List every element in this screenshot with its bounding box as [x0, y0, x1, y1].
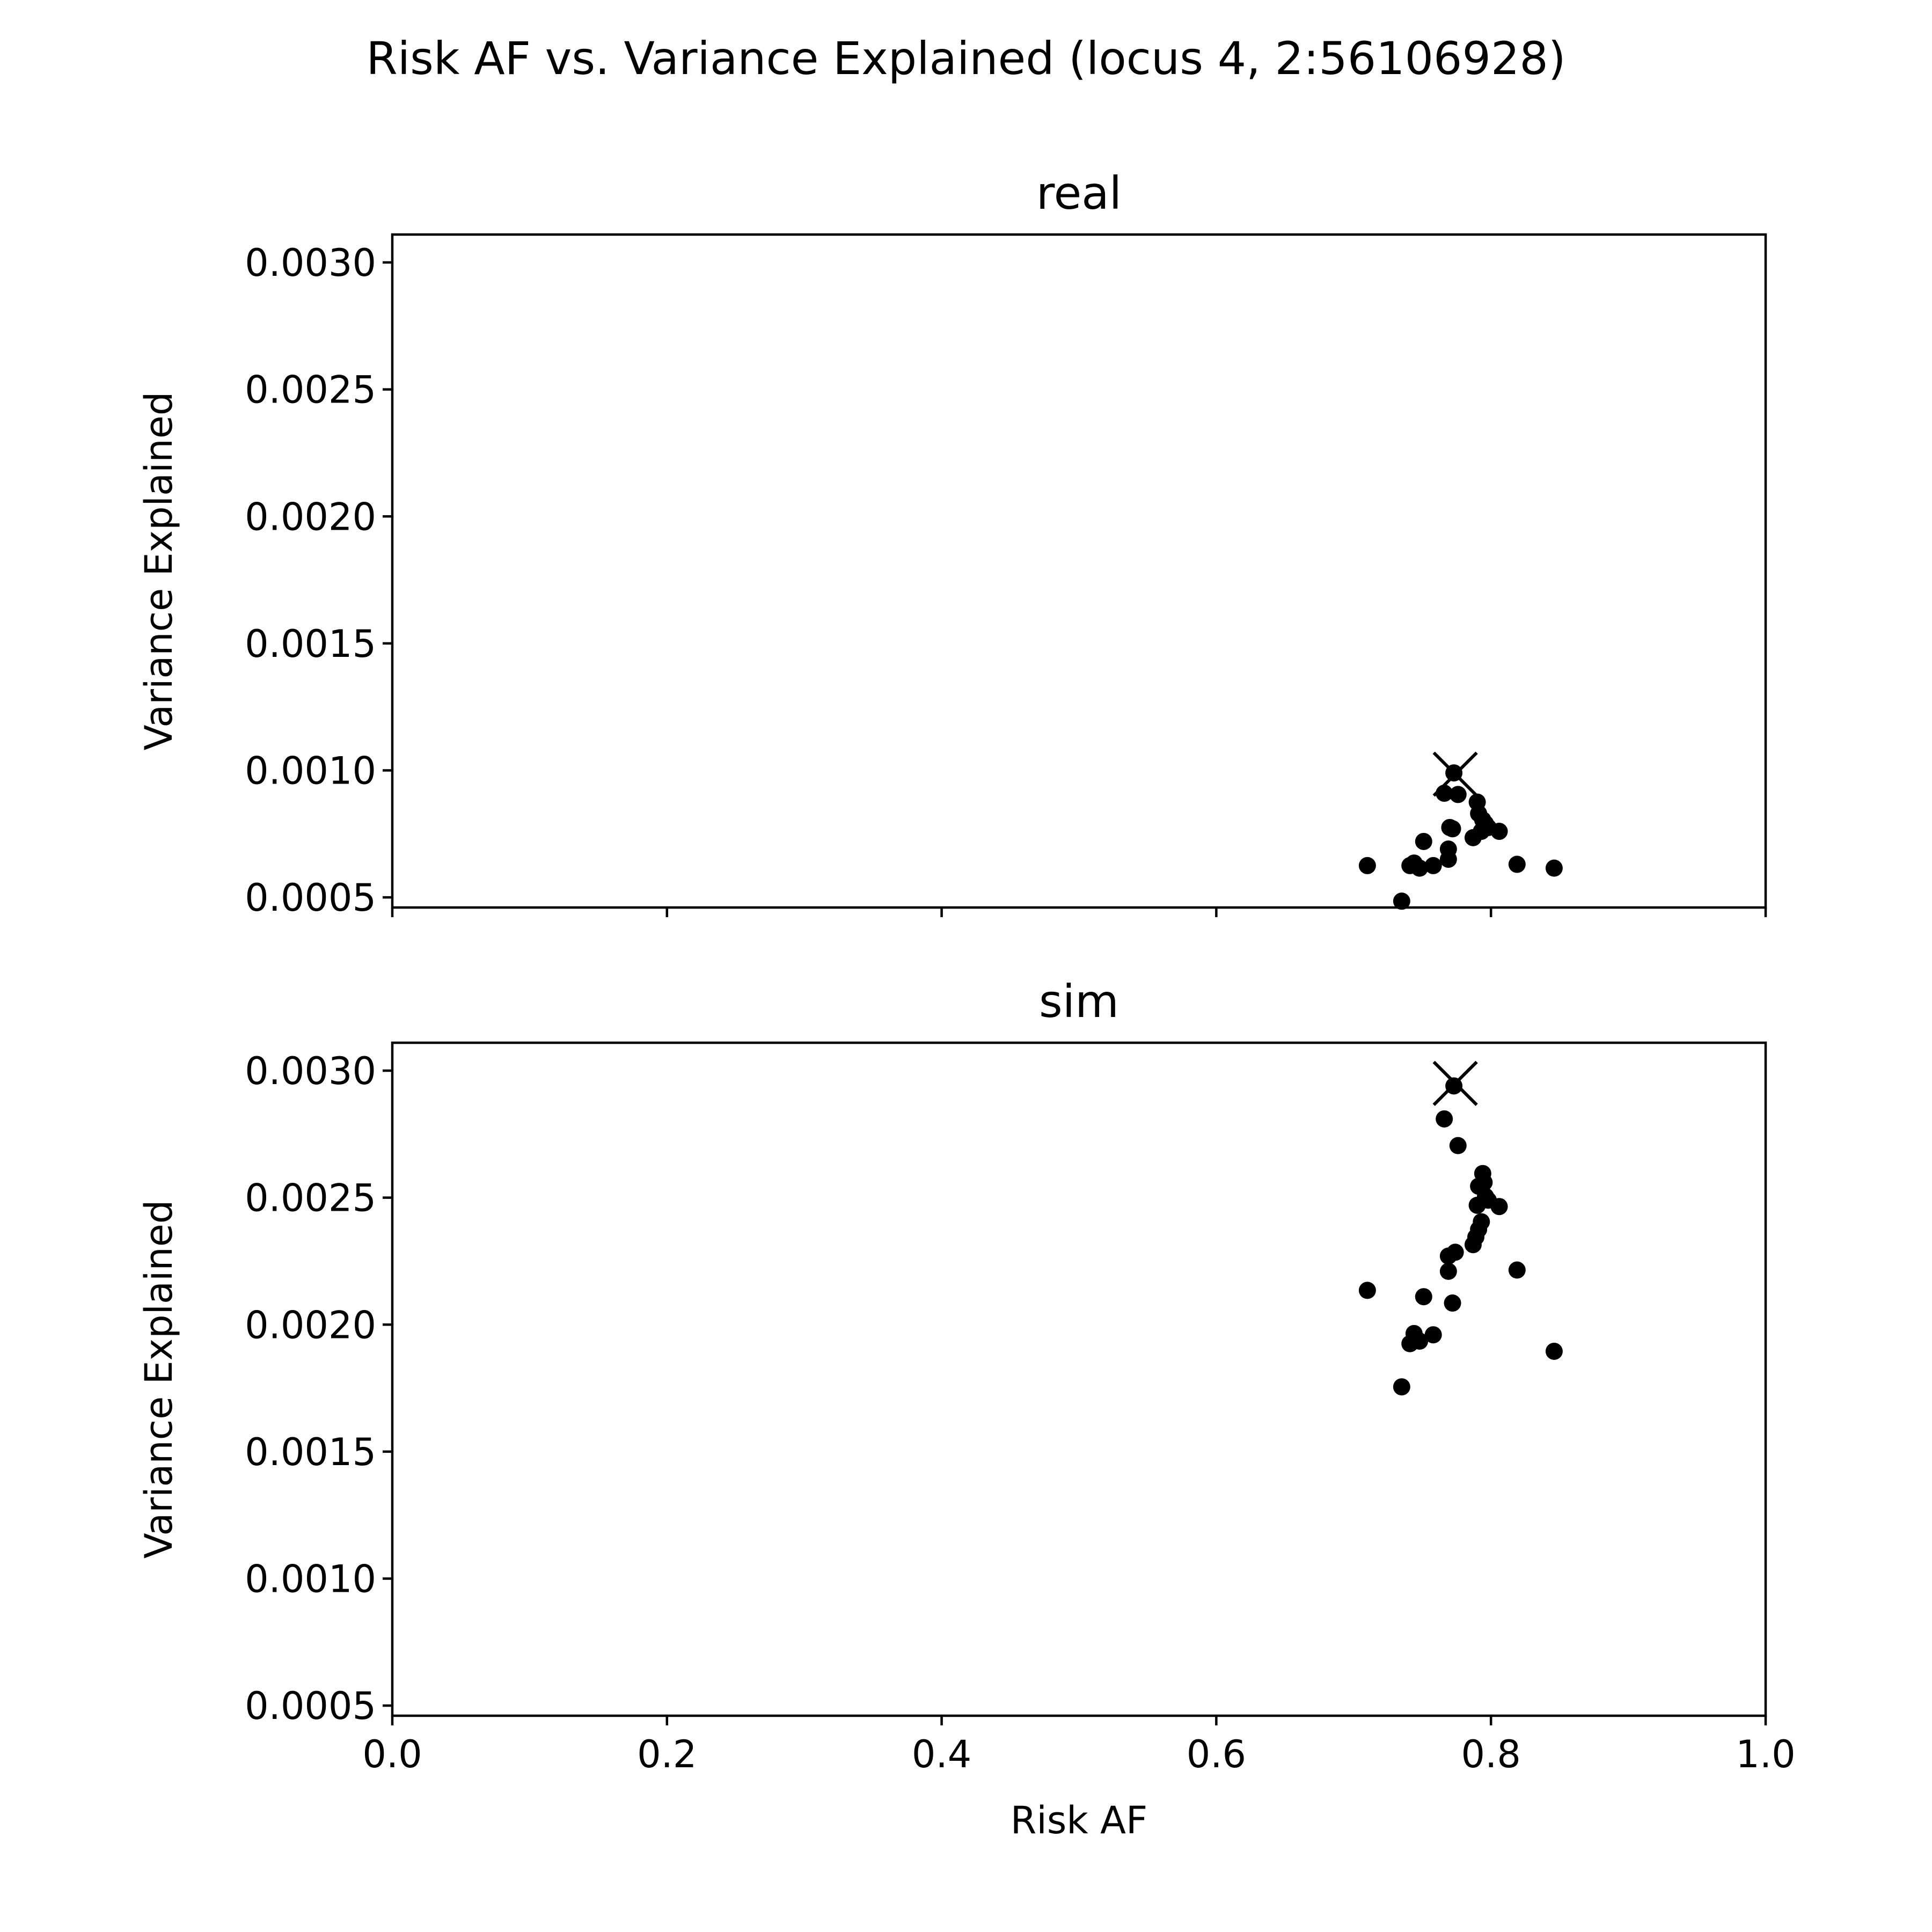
data-point: [1358, 1282, 1376, 1299]
data-point: [1424, 1326, 1442, 1344]
x-marker-stroke: [1432, 751, 1478, 797]
data-point: [1415, 1288, 1432, 1306]
data-point: [1444, 1294, 1461, 1312]
data-point: [1545, 1342, 1563, 1360]
data-point: [1393, 892, 1410, 910]
x-tick-label: 0.0: [362, 1732, 422, 1776]
y-tick-label: 0.0020: [245, 1303, 376, 1347]
x-tick-label: 0.4: [912, 1732, 971, 1776]
data-point: [1411, 859, 1429, 877]
data-point: [1508, 1261, 1526, 1279]
x-marker-stroke: [1432, 1060, 1478, 1106]
plot-frame: [391, 233, 1767, 909]
y-tick-label: 0.0025: [245, 1176, 376, 1220]
plot-frame: [391, 1041, 1767, 1717]
data-point: [1545, 859, 1563, 877]
chart-title: Risk AF vs. Variance Explained (locus 4,…: [366, 32, 1565, 85]
x-tick-label: 0.2: [637, 1732, 697, 1776]
data-point: [1424, 857, 1442, 874]
data-point: [1393, 1378, 1410, 1396]
data-point: [1490, 823, 1508, 840]
x-tick-label: 0.8: [1461, 1732, 1521, 1776]
data-point: [1439, 851, 1457, 868]
y-tick-label: 0.0030: [245, 241, 376, 285]
y-tick-label: 0.0020: [245, 495, 376, 539]
y-axis-label: Variance Explained: [137, 392, 181, 750]
data-point: [1411, 1333, 1429, 1350]
panel-sim: sim 0.0005 0.0010 0.0015 0.0020 0.0025 0.0030 V…: [137, 975, 1796, 1842]
data-point: [1415, 832, 1432, 850]
data-point: [1436, 1110, 1453, 1128]
y-tick-label: 0.0015: [245, 1430, 376, 1474]
y-tick-label: 0.0010: [245, 1557, 376, 1601]
y-tick-label: 0.0005: [245, 1684, 376, 1728]
y-tick-label: 0.0015: [245, 622, 376, 666]
data-point: [1358, 857, 1376, 874]
y-tick-label: 0.0025: [245, 368, 376, 412]
data-point: [1473, 1213, 1490, 1231]
x-tick-label: 1.0: [1736, 1732, 1795, 1776]
x-tick-label: 0.6: [1187, 1732, 1246, 1776]
panel-title: real: [1036, 167, 1122, 219]
panel-real: real 0.0005 0.0010 0.0015 0.0020 0.0025 0.0030…: [137, 167, 1767, 920]
y-tick-label: 0.0030: [245, 1049, 376, 1093]
panel-title: sim: [1039, 975, 1119, 1028]
data-point: [1446, 1243, 1464, 1261]
data-point: [1475, 1174, 1493, 1191]
y-tick-label: 0.0010: [245, 749, 376, 793]
y-tick-label: 0.0005: [245, 876, 376, 920]
data-point: [1439, 1262, 1457, 1280]
data-point: [1490, 1198, 1508, 1216]
data-point: [1449, 1137, 1467, 1154]
data-point: [1508, 855, 1526, 873]
y-axis-label: Variance Explained: [137, 1200, 181, 1558]
x-axis-label: Risk AF: [1011, 1798, 1148, 1842]
data-point: [1444, 820, 1461, 838]
data-point: [1449, 786, 1467, 803]
